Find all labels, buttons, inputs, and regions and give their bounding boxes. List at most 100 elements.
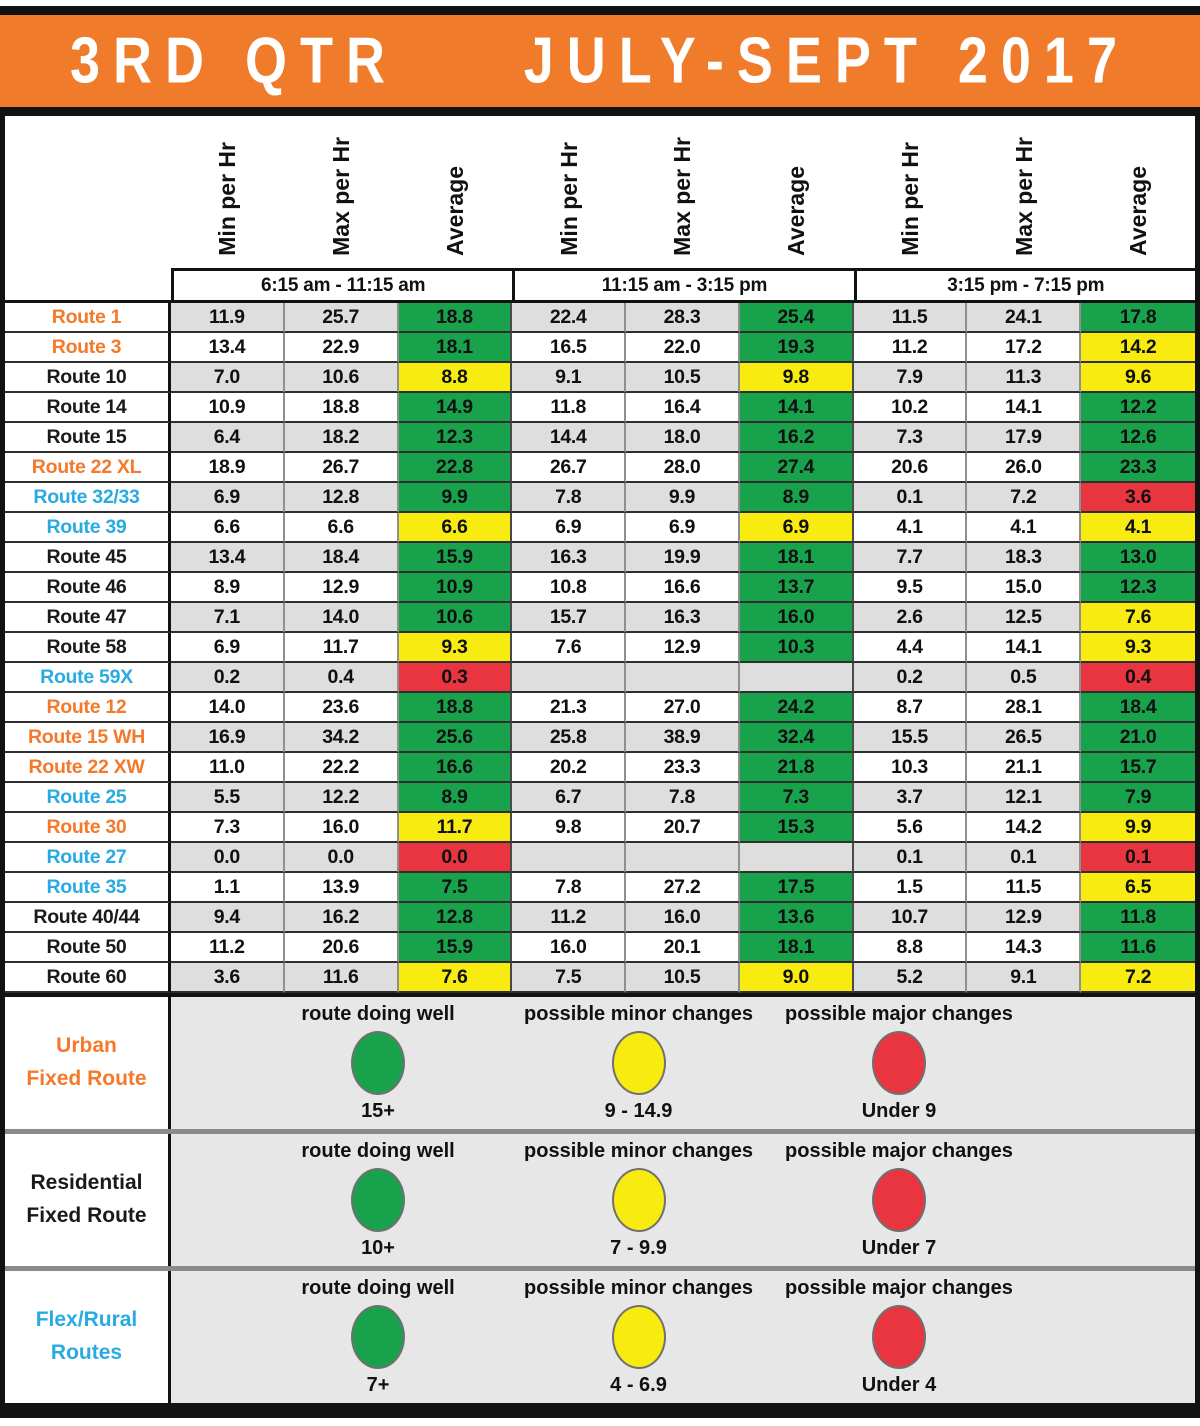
average-cell-green: 15.9 — [398, 543, 513, 573]
value-cell: 7.9 — [853, 363, 968, 393]
column-header-block2-metric1: Min per Hr — [555, 142, 582, 256]
value-cell: 4.4 — [853, 633, 968, 663]
average-cell-empty — [739, 663, 854, 693]
value-cell: 10.9 — [171, 393, 285, 423]
route-label: Route 14 — [5, 393, 171, 423]
value-cell: 13.9 — [284, 873, 399, 903]
legend-route-type-label: Flex/Rural Routes — [5, 1271, 171, 1403]
value-cell: 0.4 — [284, 663, 399, 693]
column-header-cell: Max per Hr — [626, 116, 740, 268]
value-cell: 25.8 — [512, 723, 627, 753]
legend-area: route doing well 10+ possible minor change… — [171, 1134, 1195, 1266]
rotated-column-headers: Min per Hr Max per Hr Average Min per Hr Max… — [5, 116, 1195, 268]
value-cell: 34.2 — [284, 723, 399, 753]
legend-area: route doing well 7+ possible minor changes… — [171, 1271, 1195, 1403]
value-cell: 16.5 — [512, 333, 627, 363]
time-row-spacer — [5, 268, 171, 300]
value-cell: 11.2 — [853, 333, 968, 363]
value-cell: 16.6 — [626, 573, 740, 603]
average-cell-green: 18.8 — [398, 303, 513, 333]
value-cell: 22.2 — [284, 753, 399, 783]
average-cell-green: 8.9 — [398, 783, 513, 813]
value-cell: 6.6 — [171, 513, 285, 543]
column-header-block1-metric2: Max per Hr — [328, 137, 355, 256]
average-cell-green: 7.9 — [1081, 783, 1195, 813]
value-cell: 0.0 — [171, 843, 285, 873]
legend-row: Urban Fixed Route route doing well 15+ possi… — [5, 997, 1195, 1129]
value-cell: 7.3 — [171, 813, 285, 843]
value-cell: 10.5 — [626, 963, 740, 993]
value-cell: 3.6 — [171, 963, 285, 993]
average-cell-green: 15.3 — [739, 813, 854, 843]
route-label: Route 12 — [5, 693, 171, 723]
value-cell: 7.1 — [171, 603, 285, 633]
average-cell-green: 13.6 — [739, 903, 854, 933]
value-cell: 6.9 — [512, 513, 627, 543]
legend-heading: possible minor changes — [524, 1003, 753, 1025]
route-data-grid: Route 1 11.9 25.7 18.8 22.4 28.3 25.4 11.5 24.1 1… — [5, 300, 1195, 993]
value-cell: 16.3 — [512, 543, 627, 573]
legend-route-type-label: Urban Fixed Route — [5, 997, 171, 1129]
legend-group: route doing well 15+ — [248, 997, 508, 1129]
value-cell: 15.7 — [512, 603, 627, 633]
legend-area: route doing well 15+ possible minor change… — [171, 997, 1195, 1129]
value-cell: 6.9 — [626, 513, 740, 543]
value-cell: 14.0 — [284, 603, 399, 633]
average-cell-green: 7.3 — [739, 783, 854, 813]
average-cell-yellow: 6.6 — [398, 513, 513, 543]
value-cell: 4.1 — [967, 513, 1082, 543]
value-cell: 10.7 — [853, 903, 968, 933]
average-cell-red: 0.4 — [1081, 663, 1195, 693]
legend-group: route doing well 10+ — [248, 1134, 508, 1266]
value-cell: 14.1 — [967, 633, 1082, 663]
time-period-header-row: 6:15 am - 11:15 am 11:15 am - 3:15 pm 3:15… — [5, 268, 1195, 300]
average-cell-green: 9.9 — [398, 483, 513, 513]
average-cell-green: 25.4 — [739, 303, 854, 333]
legend-threshold: Under 7 — [861, 1237, 937, 1259]
header-spacer — [5, 116, 171, 268]
legend-route-type-label: Residential Fixed Route — [5, 1134, 171, 1266]
bottom-bar — [0, 1403, 1200, 1418]
green-circle-icon — [351, 1168, 406, 1232]
value-cell: 9.4 — [171, 903, 285, 933]
column-header-cell: Min per Hr — [512, 116, 626, 268]
value-cell: 7.8 — [512, 483, 627, 513]
value-cell: 3.7 — [853, 783, 968, 813]
average-cell-green: 10.9 — [398, 573, 513, 603]
average-cell-green: 16.2 — [739, 423, 854, 453]
value-cell: 28.1 — [967, 693, 1082, 723]
value-cell: 0.5 — [967, 663, 1082, 693]
legend-threshold: Under 9 — [861, 1100, 937, 1122]
average-cell-green: 11.8 — [1081, 903, 1195, 933]
legend-row: Flex/Rural Routes route doing well 7+ possib… — [5, 1266, 1195, 1403]
average-cell-green: 15.9 — [398, 933, 513, 963]
average-cell-green: 32.4 — [739, 723, 854, 753]
performance-table: Min per Hr Max per Hr Average Min per Hr Max… — [0, 116, 1200, 1403]
value-cell: 2.6 — [853, 603, 968, 633]
average-cell-yellow: 6.5 — [1081, 873, 1195, 903]
value-cell: 27.0 — [626, 693, 740, 723]
value-cell: 12.2 — [284, 783, 399, 813]
average-cell-yellow: 9.9 — [1081, 813, 1195, 843]
route-label: Route 50 — [5, 933, 171, 963]
value-cell: 17.9 — [967, 423, 1082, 453]
value-cell: 15.0 — [967, 573, 1082, 603]
red-circle-icon — [871, 1031, 926, 1095]
average-cell-green: 13.0 — [1081, 543, 1195, 573]
average-cell-green: 12.6 — [1081, 423, 1195, 453]
value-cell: 23.6 — [284, 693, 399, 723]
column-header-block2-metric3: Average — [783, 166, 810, 256]
route-label: Route 40/44 — [5, 903, 171, 933]
value-cell: 24.1 — [967, 303, 1082, 333]
value-cell: 12.8 — [284, 483, 399, 513]
time-block-header: 6:15 am - 11:15 am — [171, 268, 513, 300]
average-cell-green: 8.9 — [739, 483, 854, 513]
average-cell-green: 10.3 — [739, 633, 854, 663]
yellow-circle-icon — [611, 1305, 666, 1369]
green-circle-icon — [351, 1305, 406, 1369]
column-header-cell: Average — [399, 116, 513, 268]
average-cell-green: 12.3 — [398, 423, 513, 453]
route-label: Route 30 — [5, 813, 171, 843]
route-label: Route 60 — [5, 963, 171, 993]
legend-label-line: Flex/Rural — [35, 1308, 138, 1332]
